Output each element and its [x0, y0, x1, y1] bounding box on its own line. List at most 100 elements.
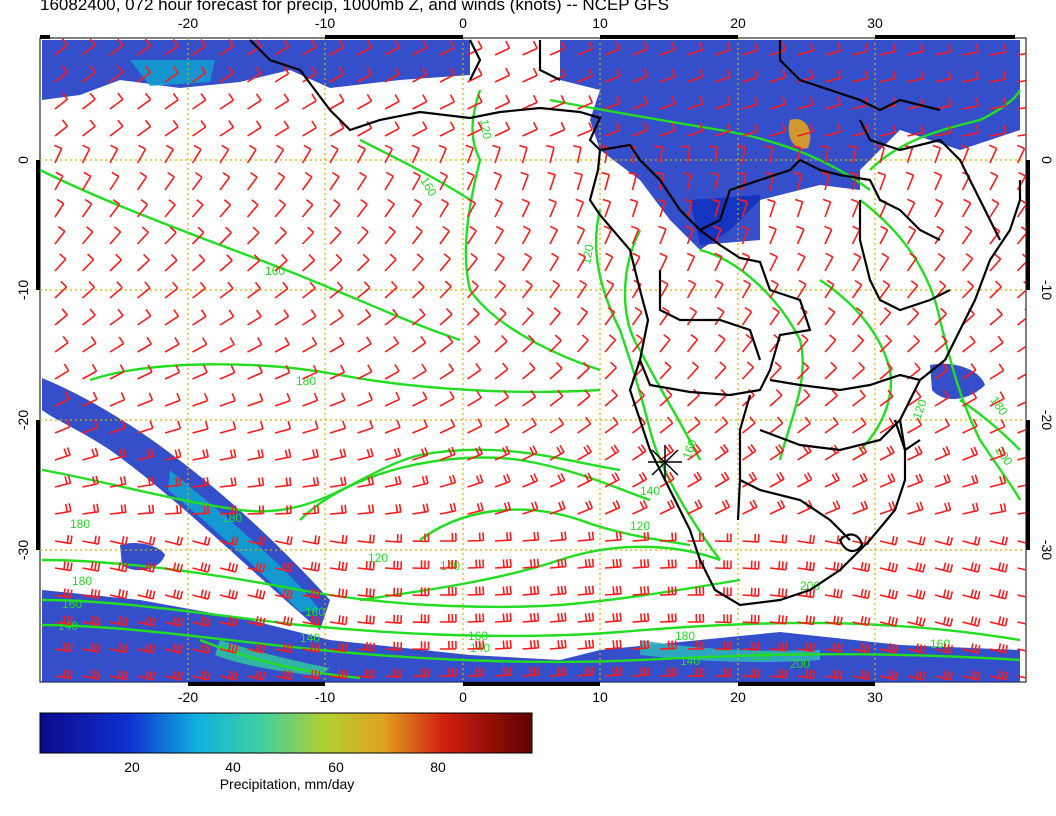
lon-ticks-top: -20 -10 0 10 20 30 — [178, 15, 883, 31]
wind-barb — [519, 144, 528, 164]
wind-barb — [109, 226, 122, 245]
wind-barb — [81, 253, 95, 272]
wind-barb — [219, 365, 236, 380]
wind-barb — [907, 616, 926, 627]
wind-barb — [467, 667, 485, 677]
wind-barb — [549, 639, 567, 650]
wind-barb — [219, 536, 239, 546]
wind-barb — [164, 336, 180, 353]
wind-barb — [850, 198, 860, 218]
wind-barb — [247, 505, 265, 515]
wind-barb — [274, 93, 290, 110]
wind-barb — [467, 390, 482, 407]
wind-barb — [82, 669, 101, 680]
wind-barb — [824, 615, 843, 626]
wind-barb — [879, 307, 892, 326]
wind-barb — [302, 309, 317, 326]
wind-barb — [824, 69, 842, 83]
wind-barb — [851, 307, 864, 326]
wind-barb — [302, 476, 320, 488]
wind-barb — [769, 388, 783, 407]
wind-barb — [384, 94, 400, 110]
wind-barb — [54, 225, 66, 245]
wind-barb — [989, 308, 1003, 326]
wind-barb — [440, 532, 457, 542]
wind-barb — [879, 225, 889, 245]
wind-barb — [631, 334, 644, 353]
wind-barb — [137, 392, 154, 407]
wind-barb — [934, 198, 944, 218]
wind-barb — [109, 171, 120, 191]
wind-barb — [521, 252, 532, 272]
wind-barb — [631, 306, 643, 326]
wind-barb — [384, 587, 403, 597]
wind-barb — [357, 308, 372, 326]
wind-barb — [274, 66, 290, 83]
wind-barb — [137, 476, 155, 488]
wind-barb — [687, 68, 704, 83]
wind-barb — [412, 94, 428, 110]
wind-barb — [329, 588, 348, 599]
wind-barb — [164, 505, 182, 515]
wind-barb — [301, 253, 316, 272]
wind-barb — [439, 253, 451, 272]
wind-barb — [687, 613, 705, 623]
wind-barb — [769, 416, 784, 434]
wind-barb — [439, 474, 457, 488]
wind-barb — [137, 38, 152, 56]
wind-barb — [219, 226, 232, 245]
wind-barb — [357, 642, 375, 652]
wind-barb — [384, 503, 402, 515]
wind-barb — [934, 589, 954, 600]
wind-barb — [549, 612, 567, 623]
wind-barb — [164, 476, 182, 488]
wind-barb — [962, 70, 979, 83]
wind-barb — [686, 334, 699, 353]
wind-barb — [494, 280, 506, 299]
wind-barb — [632, 471, 648, 488]
wind-barb — [824, 588, 843, 599]
wind-barb — [577, 444, 592, 461]
wind-barb — [549, 585, 567, 596]
wind-barb — [687, 95, 704, 110]
wind-barb — [769, 641, 788, 652]
wind-barb — [989, 44, 1007, 56]
wind-barb — [192, 643, 211, 654]
wind-barb — [274, 392, 291, 407]
wind-barb — [601, 171, 610, 191]
lon-tick: 30 — [867, 689, 883, 705]
wind-barb — [465, 144, 474, 164]
wind-barb — [54, 119, 69, 137]
wind-barb — [521, 279, 533, 299]
wind-barb — [109, 92, 124, 110]
wind-barb — [384, 533, 403, 543]
wind-barb — [54, 38, 69, 56]
wind-barb — [521, 334, 535, 353]
wind-barb — [302, 336, 318, 353]
wind-barb — [576, 279, 588, 299]
wind-barb — [709, 145, 719, 164]
wind-barb — [1017, 373, 1026, 380]
wind-barb — [329, 420, 347, 434]
wind-barb — [659, 334, 671, 353]
wind-barb — [549, 334, 562, 353]
wind-barb — [219, 39, 235, 56]
wind-barb — [467, 446, 484, 461]
wind-barb — [192, 505, 210, 515]
wind-barb — [439, 171, 449, 191]
wind-barb — [412, 67, 428, 83]
wind-barb — [494, 667, 512, 677]
wind-barb — [962, 418, 978, 434]
wind-barb — [851, 334, 865, 353]
wind-barb — [53, 144, 63, 164]
wind-barb — [848, 145, 858, 164]
wind-barb — [824, 42, 842, 56]
wind-barb — [219, 93, 235, 110]
wind-barb — [356, 226, 369, 245]
wind-barb — [219, 449, 237, 461]
wind-barb — [109, 562, 128, 573]
wind-barb — [549, 666, 567, 677]
wind-barb — [411, 225, 423, 245]
wind-barb — [1017, 675, 1026, 679]
